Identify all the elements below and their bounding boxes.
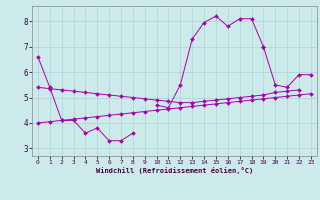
X-axis label: Windchill (Refroidissement éolien,°C): Windchill (Refroidissement éolien,°C): [96, 167, 253, 174]
